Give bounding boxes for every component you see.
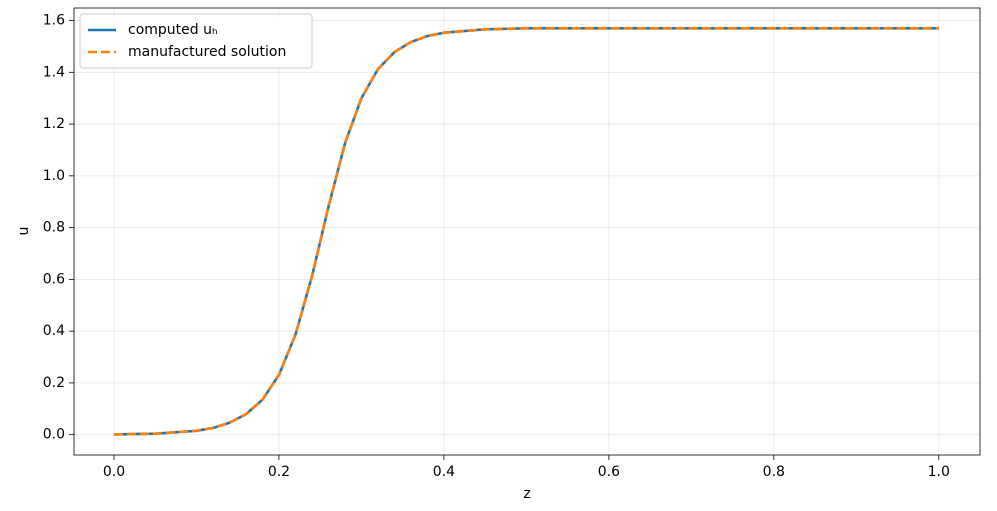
- y-tick-label: 1.2: [43, 116, 65, 132]
- y-tick-label: 0.6: [43, 271, 65, 287]
- y-tick-label: 1.6: [43, 13, 65, 29]
- legend-box: [79, 13, 313, 69]
- x-tick-label: 0.0: [103, 464, 125, 480]
- y-tick-label: 1.4: [43, 64, 65, 80]
- x-tick-label: 0.4: [433, 464, 455, 480]
- x-tick-label: 0.6: [598, 464, 620, 480]
- y-axis-label: u: [16, 227, 32, 236]
- y-tick-label: 0.0: [43, 427, 65, 443]
- x-tick-label: 1.0: [928, 464, 950, 480]
- y-tick-label: 0.4: [43, 323, 65, 339]
- x-tick-label: 0.8: [763, 464, 785, 480]
- y-tick-label: 0.8: [43, 220, 65, 236]
- x-axis-label: z: [523, 486, 530, 502]
- legend-label: manufactured solution: [128, 44, 286, 60]
- series-line: [113, 27, 939, 436]
- x-tick-label: 0.2: [268, 464, 290, 480]
- legend-label: computed uₕ: [128, 22, 218, 38]
- plot-frame: [73, 7, 981, 456]
- series-line: [113, 27, 939, 436]
- y-tick-label: 0.2: [43, 375, 65, 391]
- y-tick-label: 1.0: [43, 168, 65, 184]
